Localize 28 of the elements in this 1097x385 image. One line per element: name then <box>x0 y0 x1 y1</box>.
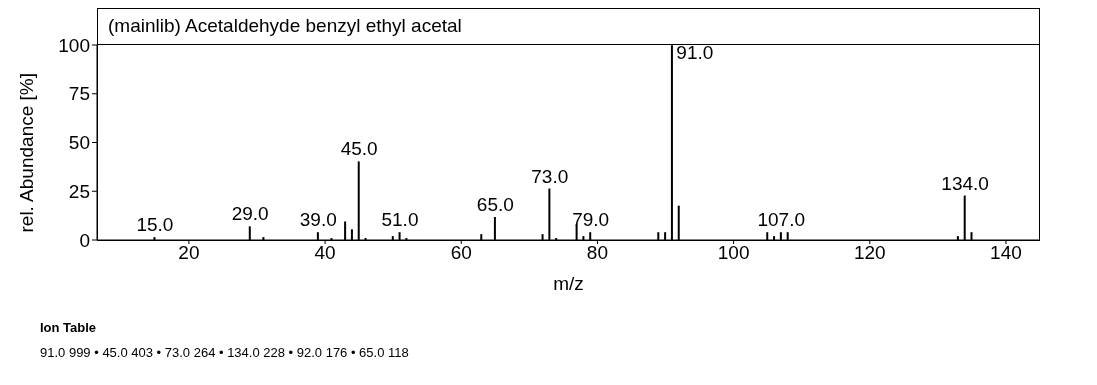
x-tick-label: 100 <box>717 242 750 264</box>
annotation: 51.0 <box>381 209 419 231</box>
x-axis-title: m/z <box>553 273 584 294</box>
y-tick-label: 0 <box>79 229 90 251</box>
annotation: 134.0 <box>941 172 989 194</box>
y-tick-label: 25 <box>68 180 90 202</box>
annotation: 91.0 <box>676 42 714 64</box>
annotation: 29.0 <box>231 203 269 225</box>
x-tick-label: 20 <box>178 242 200 264</box>
x-tick-label: 80 <box>586 242 609 264</box>
chart-title: (mainlib) Acetaldehyde benzyl ethyl acetal <box>108 15 462 36</box>
x-tick-label: 40 <box>314 242 336 264</box>
y-tick-label: 100 <box>58 34 90 56</box>
x-tick-label: 140 <box>990 242 1022 264</box>
x-tick-label: 60 <box>450 242 472 264</box>
annotation: 39.0 <box>299 209 337 231</box>
y-tick-label: 75 <box>68 83 90 105</box>
annotation: 73.0 <box>531 165 569 187</box>
annotation: 107.0 <box>757 209 806 231</box>
y-tick-label: 50 <box>68 132 90 154</box>
annotation: 15.0 <box>136 214 174 236</box>
annotation: 79.0 <box>572 209 610 231</box>
y-axis-title: rel. Abundance [%] <box>15 73 37 233</box>
x-tick-label: 120 <box>853 242 886 264</box>
text: 91.0 999 • 45.0 403 • 73.0 264 • 134.0 228 • 92.0 176 • 65.0 118 <box>40 345 410 360</box>
text: Ion Table <box>40 320 98 335</box>
annotation: 45.0 <box>340 138 378 160</box>
annotation: 65.0 <box>476 193 514 215</box>
